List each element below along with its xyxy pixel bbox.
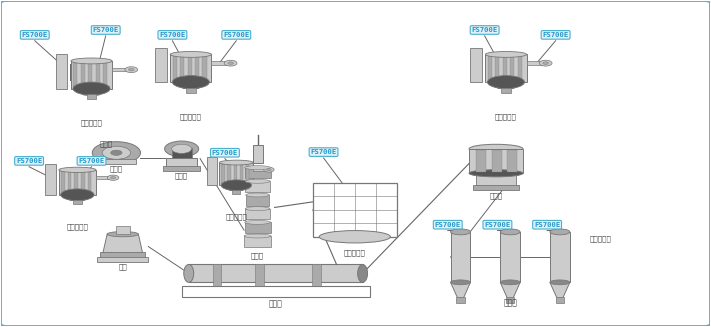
Polygon shape: [223, 185, 250, 191]
Text: 静电除尘器: 静电除尘器: [344, 249, 365, 256]
Text: 煤磨: 煤磨: [118, 264, 127, 270]
Bar: [232, 190, 240, 194]
Text: 水泥仓: 水泥仓: [503, 298, 517, 307]
Bar: [471, 48, 482, 82]
Bar: [550, 232, 570, 282]
Ellipse shape: [71, 58, 112, 64]
Bar: [476, 150, 486, 172]
Bar: [501, 232, 520, 282]
Bar: [476, 173, 516, 186]
Bar: [188, 56, 192, 80]
Text: FS700E: FS700E: [534, 222, 560, 228]
Text: FS700E: FS700E: [484, 222, 510, 228]
Bar: [510, 56, 514, 80]
Bar: [87, 94, 97, 99]
Bar: [518, 56, 522, 80]
Circle shape: [110, 177, 116, 179]
Circle shape: [102, 146, 131, 159]
Bar: [508, 150, 518, 172]
Text: 碎石机: 碎石机: [109, 166, 123, 172]
Bar: [97, 159, 137, 164]
Circle shape: [267, 169, 271, 171]
Bar: [46, 164, 55, 195]
Text: FS700E: FS700E: [92, 27, 119, 33]
Bar: [195, 56, 199, 80]
Text: 袋式除尘器: 袋式除尘器: [66, 224, 88, 230]
Bar: [488, 56, 492, 80]
Bar: [220, 163, 253, 185]
Ellipse shape: [172, 144, 191, 153]
Circle shape: [111, 150, 122, 155]
Ellipse shape: [107, 232, 139, 237]
Bar: [244, 236, 271, 247]
Bar: [103, 62, 107, 87]
Ellipse shape: [486, 51, 527, 57]
Ellipse shape: [165, 141, 198, 157]
Bar: [456, 297, 465, 302]
Ellipse shape: [183, 265, 193, 282]
Text: 水泥窑: 水泥窑: [269, 299, 282, 308]
Circle shape: [125, 67, 138, 73]
Polygon shape: [174, 82, 208, 89]
Text: FS700E: FS700E: [542, 32, 569, 38]
Bar: [59, 170, 96, 195]
Bar: [240, 164, 243, 184]
Polygon shape: [75, 89, 108, 95]
Ellipse shape: [451, 229, 471, 235]
Bar: [100, 252, 146, 258]
Bar: [233, 164, 237, 184]
Text: FS700E: FS700E: [21, 32, 48, 38]
Ellipse shape: [488, 76, 525, 89]
Circle shape: [539, 60, 552, 66]
Text: 石灰石: 石灰石: [99, 141, 112, 147]
Bar: [56, 54, 68, 89]
Bar: [451, 232, 471, 282]
Ellipse shape: [172, 76, 210, 89]
Ellipse shape: [469, 170, 523, 177]
Bar: [246, 164, 249, 184]
Bar: [501, 88, 511, 93]
Ellipse shape: [245, 179, 270, 183]
Circle shape: [542, 62, 548, 64]
Bar: [171, 54, 211, 82]
Circle shape: [92, 142, 141, 164]
Bar: [180, 56, 184, 80]
Text: 袋式除尘器: 袋式除尘器: [495, 113, 517, 120]
Bar: [211, 61, 227, 65]
Bar: [186, 88, 196, 93]
Bar: [245, 209, 270, 219]
Ellipse shape: [171, 51, 211, 57]
Polygon shape: [103, 234, 143, 253]
Bar: [492, 150, 502, 172]
Bar: [96, 176, 110, 179]
Ellipse shape: [550, 229, 570, 235]
Bar: [228, 164, 231, 184]
Bar: [71, 61, 112, 89]
Bar: [213, 265, 221, 286]
Bar: [156, 48, 167, 82]
Bar: [87, 171, 92, 193]
Bar: [81, 171, 85, 193]
Bar: [312, 265, 321, 286]
Ellipse shape: [245, 207, 270, 211]
Bar: [473, 185, 520, 190]
Text: 生料磨: 生料磨: [175, 173, 188, 179]
Circle shape: [107, 175, 119, 181]
Bar: [80, 62, 85, 87]
Bar: [73, 62, 77, 87]
Polygon shape: [489, 82, 523, 89]
Bar: [245, 222, 270, 233]
Text: 袋式除尘器: 袋式除尘器: [180, 113, 202, 120]
Polygon shape: [550, 282, 570, 298]
Bar: [96, 62, 100, 87]
Ellipse shape: [73, 82, 110, 95]
Bar: [188, 265, 363, 282]
Ellipse shape: [220, 160, 253, 165]
Ellipse shape: [221, 180, 252, 191]
Ellipse shape: [451, 280, 471, 285]
Bar: [555, 297, 564, 302]
Bar: [506, 297, 515, 302]
Text: FS700E: FS700E: [471, 27, 498, 33]
Bar: [166, 158, 197, 167]
